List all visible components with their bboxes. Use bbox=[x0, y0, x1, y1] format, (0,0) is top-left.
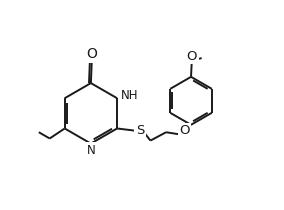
Text: N: N bbox=[87, 144, 95, 157]
Text: NH: NH bbox=[120, 89, 138, 102]
Text: O: O bbox=[179, 124, 190, 137]
Text: O: O bbox=[87, 47, 97, 61]
Text: O: O bbox=[187, 50, 197, 63]
Text: S: S bbox=[136, 124, 144, 137]
